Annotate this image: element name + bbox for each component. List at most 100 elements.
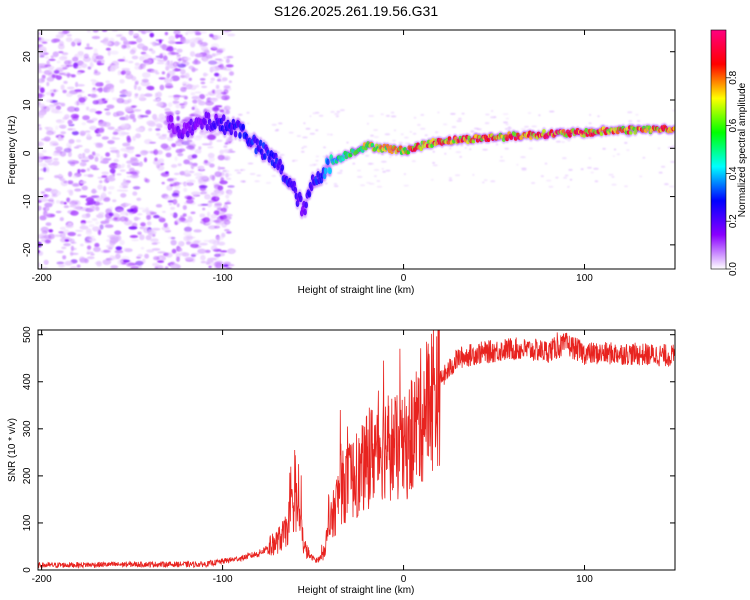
speckle-blob	[664, 183, 669, 186]
noise-blob	[162, 55, 168, 61]
y-tick-label: 0	[22, 567, 33, 573]
noise-blob	[214, 225, 221, 229]
noise-blob	[135, 81, 139, 85]
noise-blob	[157, 260, 165, 263]
noise-blob	[177, 153, 184, 157]
noise-blob	[87, 235, 95, 238]
speckle-blob	[315, 111, 320, 114]
noise-blob	[207, 134, 216, 141]
noise-blob	[155, 128, 161, 131]
speckle-blob	[628, 120, 633, 123]
noise-blob	[165, 252, 173, 258]
noise-blob	[190, 211, 196, 215]
noise-blob	[44, 126, 49, 130]
noise-blob	[197, 204, 203, 207]
noise-blob	[171, 164, 178, 168]
noise-blob	[93, 48, 98, 54]
speckle-blob	[230, 138, 234, 141]
noise-blob	[195, 108, 200, 114]
noise-blob	[49, 197, 54, 200]
speckle-blob	[365, 154, 370, 157]
noise-blob	[137, 86, 142, 91]
noise-blob	[74, 229, 84, 232]
noise-blob	[135, 260, 144, 266]
speckle-blob	[588, 122, 592, 125]
noise-blob	[146, 214, 152, 220]
noise-blob	[120, 123, 130, 129]
noise-blob	[51, 74, 56, 79]
noise-blob	[170, 237, 176, 240]
speckle-blob	[456, 120, 462, 122]
noise-blob	[161, 181, 165, 185]
noise-blob	[67, 189, 73, 193]
noise-blob	[155, 204, 163, 208]
noise-blob	[173, 30, 181, 35]
noise-blob	[60, 102, 66, 107]
noise-blob	[131, 76, 137, 81]
ridge-cell	[167, 123, 172, 131]
noise-blob	[69, 200, 78, 206]
noise-blob	[42, 39, 51, 42]
noise-blob	[65, 224, 74, 229]
noise-blob	[55, 75, 62, 80]
x-tick-label: 0	[401, 273, 407, 284]
colorbar-frame	[710, 29, 727, 270]
speckle-blob	[352, 162, 356, 165]
noise-blob	[67, 128, 74, 131]
noise-blob	[105, 47, 111, 51]
noise-blob	[91, 35, 101, 40]
noise-blob	[108, 191, 112, 195]
speckle-blob	[611, 175, 615, 178]
speckle-blob	[393, 129, 397, 132]
snr-x-ticks: -200 -100 0 100	[32, 330, 593, 585]
speckle-blob	[430, 178, 434, 181]
noise-blob	[128, 226, 138, 230]
noise-blob	[223, 173, 232, 177]
noise-blob	[148, 127, 153, 132]
speckle-blob	[458, 117, 462, 120]
noise-blob	[58, 264, 66, 268]
noise-blob	[86, 106, 90, 111]
speckle-blob	[340, 109, 345, 112]
speckle-blob	[594, 180, 599, 183]
speckle-blob	[597, 115, 600, 118]
colorbar-tick-label: 0.2	[728, 214, 739, 228]
noise-blob	[136, 217, 141, 220]
speckle-blob	[459, 155, 463, 158]
noise-blob	[54, 110, 63, 114]
speckle-blob	[548, 185, 554, 188]
noise-blob	[43, 167, 47, 173]
noise-blob	[104, 108, 110, 111]
noise-blob	[164, 195, 173, 201]
noise-blob	[219, 167, 226, 170]
noise-blob	[95, 111, 103, 114]
speckle-blob	[454, 174, 461, 177]
noise-blob	[55, 210, 62, 214]
noise-blob	[201, 177, 211, 182]
noise-blob	[193, 229, 202, 233]
noise-blob	[141, 78, 149, 83]
noise-blob	[216, 49, 223, 54]
noise-blob	[130, 157, 138, 161]
speckle-blob	[590, 171, 594, 174]
noise-blob	[86, 43, 90, 48]
noise-blob	[126, 135, 131, 141]
noise-blob	[200, 254, 206, 261]
noise-blob	[199, 213, 206, 218]
speckle-blob	[302, 145, 308, 148]
noise-blob	[203, 239, 211, 243]
noise-blob	[175, 103, 181, 109]
noise-blob	[65, 37, 73, 43]
noise-blob	[132, 191, 138, 196]
noise-blob	[79, 161, 87, 167]
speckle-blob	[239, 168, 246, 171]
noise-blob	[104, 218, 110, 223]
noise-blob	[211, 89, 216, 94]
noise-blob	[61, 52, 69, 56]
noise-blob	[222, 264, 229, 267]
noise-blob	[177, 63, 186, 68]
noise-blob	[122, 203, 127, 208]
noise-blob	[180, 95, 188, 98]
noise-blob	[67, 210, 71, 214]
noise-blob	[213, 210, 220, 216]
